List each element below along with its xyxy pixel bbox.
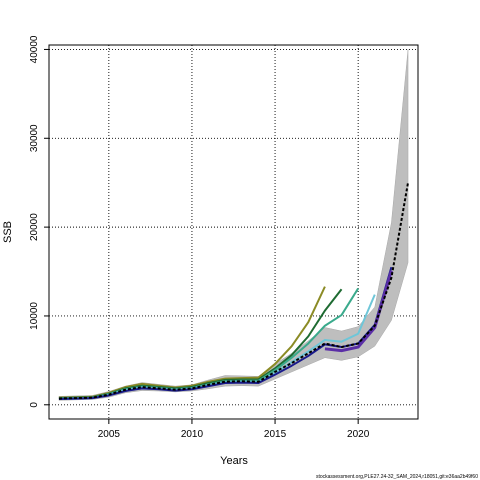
y-tick-label: 30000 (29, 124, 40, 152)
footer-text: stockassessment.org,PLE27.24-32_SAM_2024… (316, 474, 478, 480)
series-line-6 (324, 270, 393, 353)
y-tick-label: 10000 (29, 302, 40, 330)
y-tick-label: 0 (29, 402, 40, 408)
series-line-7 (58, 182, 410, 400)
y-tick-label: 40000 (29, 35, 40, 63)
series-lines (58, 182, 410, 401)
x-tick-label: 2005 (98, 429, 121, 440)
axes: 2005 2010 2015 2020 0 10000 20000 30000 40000 (29, 35, 370, 440)
y-tick-label: 20000 (29, 213, 40, 241)
x-tick-label: 2015 (264, 429, 287, 440)
plot-frame (48, 44, 419, 420)
confidence-band-group (58, 49, 409, 401)
x-tick-label: 2010 (181, 429, 204, 440)
grid-lines (49, 45, 418, 419)
x-axis-title: Years (220, 455, 248, 467)
confidence-band (58, 49, 409, 401)
x-tick-label: 2020 (347, 429, 370, 440)
y-axis-title: SSB (2, 221, 14, 243)
